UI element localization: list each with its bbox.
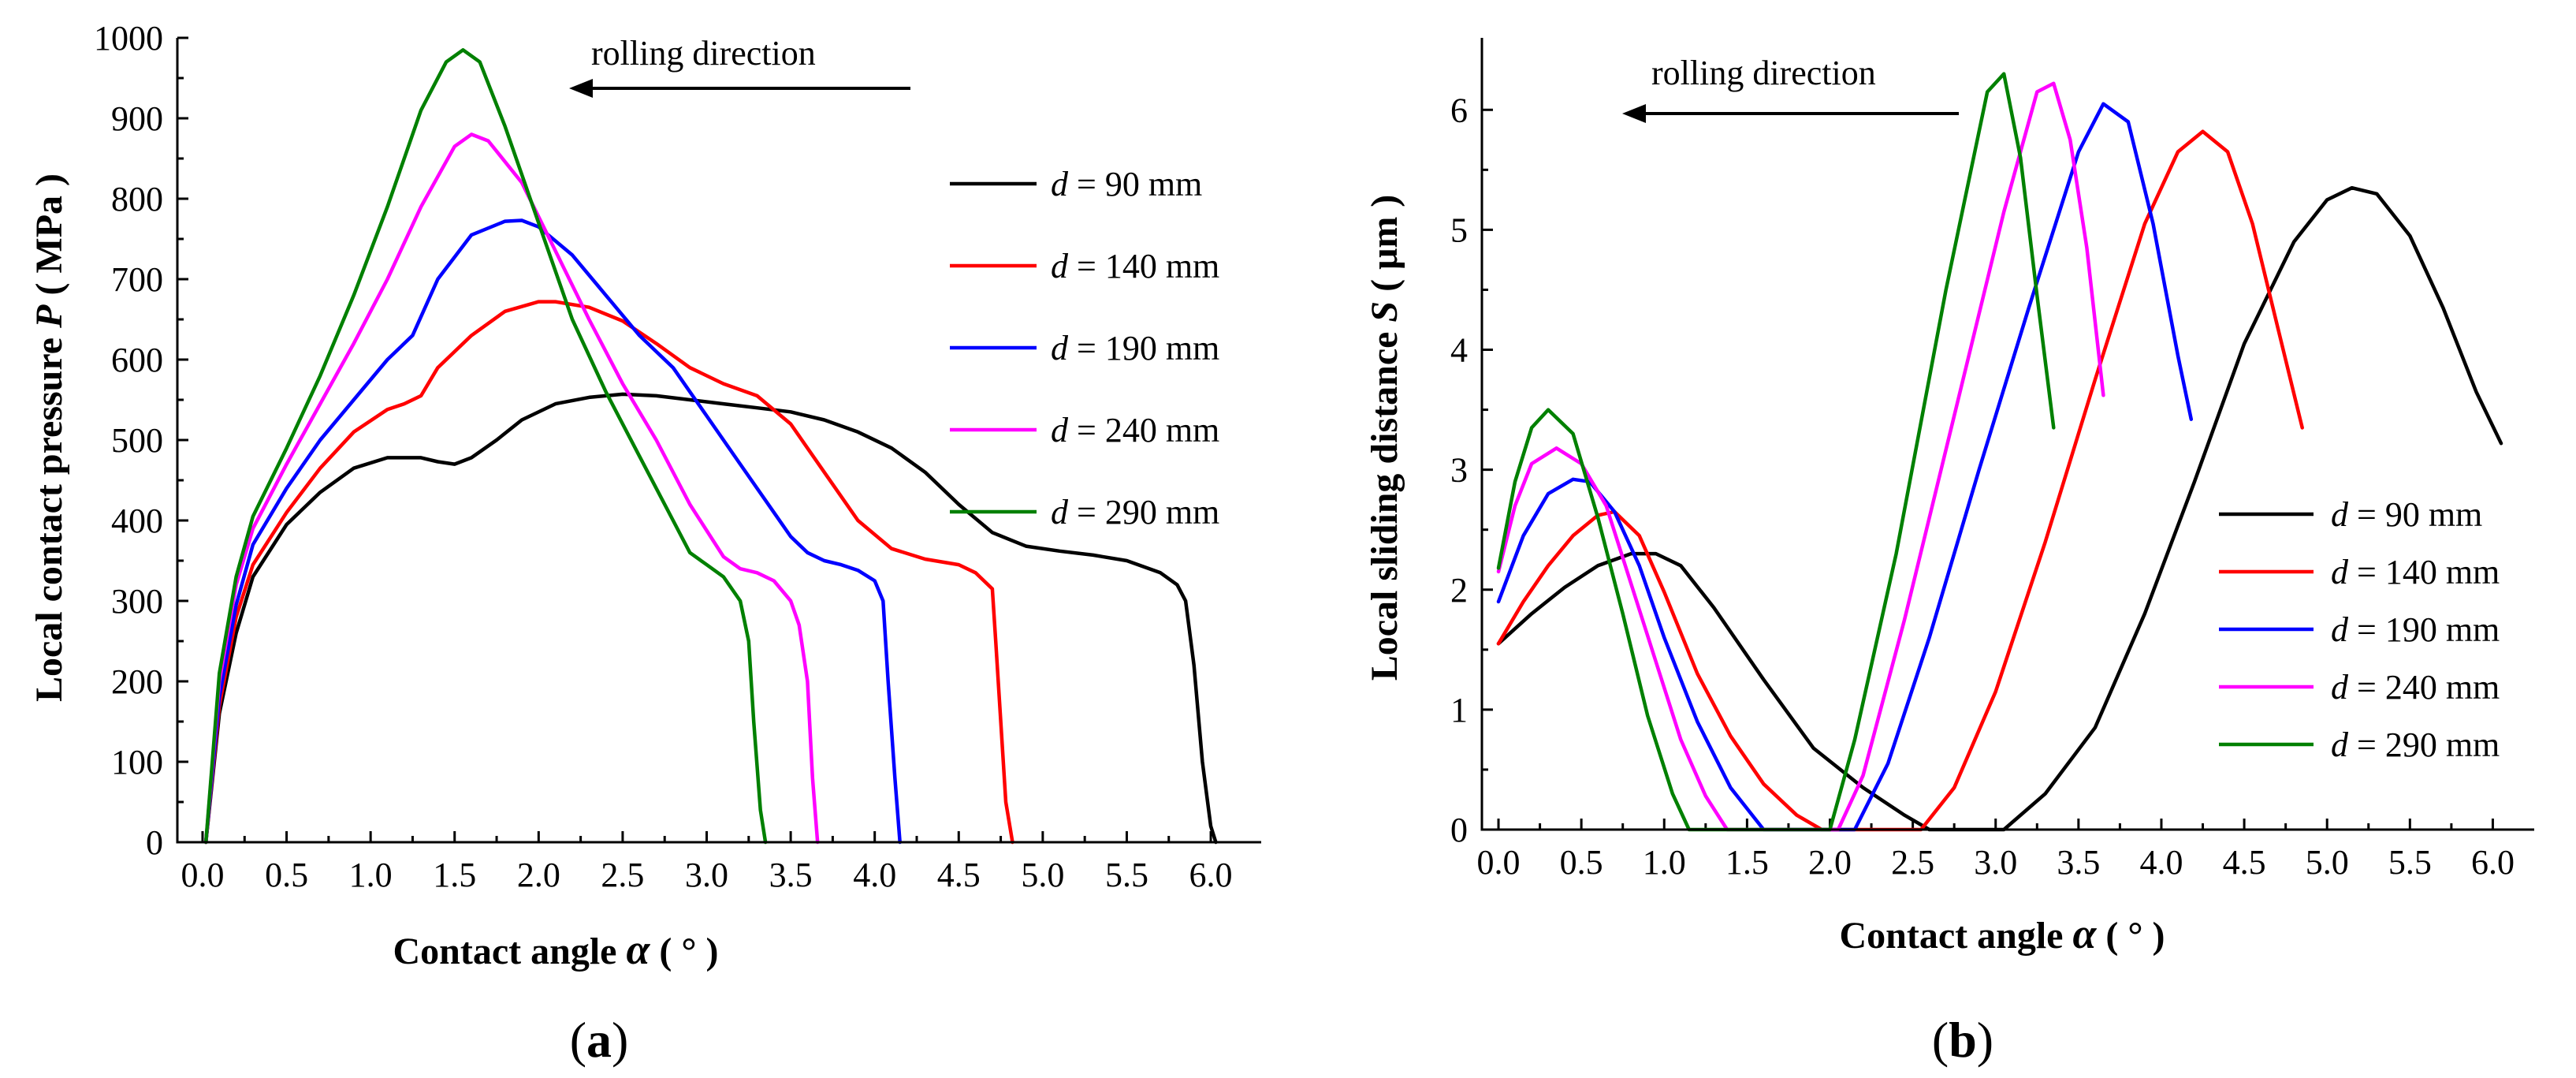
panel-b-x-tick-label: 0.5 — [1560, 843, 1603, 882]
panel-b-x-tick-label: 5.0 — [2306, 843, 2349, 882]
panel-a-y-tick-label: 500 — [111, 421, 163, 460]
panel-a-x-tick-label: 2.5 — [601, 856, 644, 894]
panel-b-x-tick-label: 4.0 — [2139, 843, 2183, 882]
chart-panel-a: 0.0 0.5 1.0 1.5 2.0 2.5 3.0 3.5 4.0 4.5 5.0 5.5 6.0 0… — [28, 19, 1261, 1068]
panel-a-tick-labels: 0.0 0.5 1.0 1.5 2.0 2.5 3.0 3.5 4.0 4.5 5.0 5.5 6.0 0… — [94, 19, 1233, 894]
panel-a-legend-label-1: d = 140 mm — [1051, 247, 1219, 285]
panel-b-y-tick-label: 5 — [1450, 211, 1468, 249]
panel-a-x-axis-title: Contact angle α ( ° ) — [393, 926, 718, 973]
panel-b-ticks — [1482, 108, 2494, 831]
panel-a-x-tick-label: 6.0 — [1189, 856, 1233, 894]
panel-b-x-tick-label: 1.0 — [1643, 843, 1686, 882]
panel-b-y-tick-label: 2 — [1450, 571, 1468, 610]
panel-a-y-tick-label: 100 — [111, 743, 163, 781]
panel-a-y-tick-label: 900 — [111, 99, 163, 138]
panel-b-series-line-4 — [1496, 72, 2056, 832]
panel-a-legend: d = 90 mm d = 140 mm d = 190 mm d = 240 mm d… — [950, 165, 1219, 532]
panel-b-x-axis-title: Contact angle α ( ° ) — [1839, 910, 2165, 957]
panel-a-y-axis-title: Local contact pressure P ( MPa ) — [28, 173, 70, 702]
panel-a-y-tick-label: 800 — [111, 180, 163, 218]
panel-a-x-tick-label: 2.0 — [517, 856, 560, 894]
panel-b-x-tick-label: 3.0 — [1974, 843, 2017, 882]
panel-b-y-tick-label: 1 — [1450, 691, 1468, 729]
panel-b-x-tick-label: 3.5 — [2057, 843, 2100, 882]
panel-b-x-tick-label: 1.5 — [1725, 843, 1769, 882]
panel-a-x-tick-label: 4.5 — [937, 856, 981, 894]
panel-b-series — [1496, 72, 2503, 832]
panel-b-legend: d = 90 mm d = 140 mm d = 190 mm d = 240 mm d… — [2219, 495, 2500, 764]
panel-a-series-line-0 — [203, 392, 1218, 845]
panel-a-legend-label-3: d = 240 mm — [1051, 411, 1219, 449]
panel-a-y-tick-label: 400 — [111, 502, 163, 540]
panel-a-y-tick-label: 700 — [111, 260, 163, 299]
panel-a-axes-frame — [176, 38, 1261, 844]
panel-a-x-tick-label: 3.5 — [769, 856, 813, 894]
panel-a-series-line-2 — [203, 218, 902, 845]
panel-a-x-tick-label: 1.0 — [349, 856, 393, 894]
panel-b-series-line-3 — [1496, 81, 2105, 832]
panel-b-legend-label-2: d = 190 mm — [2331, 610, 2500, 649]
panel-a-x-tick-label: 1.5 — [433, 856, 476, 894]
panel-b-x-tick-label: 2.5 — [1891, 843, 1934, 882]
panel-a-x-tick-label: 4.0 — [853, 856, 896, 894]
panel-a-series-line-3 — [203, 132, 820, 845]
panel-a-series-line-4 — [203, 48, 768, 845]
panel-b-label: (b) — [1932, 1012, 1993, 1068]
panel-a-y-tick-label: 600 — [111, 341, 163, 379]
panel-b-tick-labels: 0.0 0.5 1.0 1.5 2.0 2.5 3.0 3.5 4.0 4.5 5.0 5.5 6.0 0… — [1450, 91, 2515, 882]
panel-b-rolling-direction-arrow-head — [1622, 104, 1646, 123]
panel-a-legend-label-4: d = 290 mm — [1051, 493, 1219, 532]
chart-panel-b: 0.0 0.5 1.0 1.5 2.0 2.5 3.0 3.5 4.0 4.5 5.0 5.5 6.0 0… — [1364, 38, 2534, 1068]
panel-a-x-tick-label: 5.5 — [1105, 856, 1148, 894]
panel-b-legend-label-1: d = 140 mm — [2331, 553, 2500, 591]
panel-b-legend-label-4: d = 290 mm — [2331, 726, 2500, 764]
panel-b-rolling-direction-label: rolling direction — [1651, 54, 1876, 92]
panel-b-y-tick-label: 0 — [1450, 811, 1468, 849]
panel-b-series-line-2 — [1496, 102, 2194, 832]
panel-a-legend-label-0: d = 90 mm — [1051, 165, 1202, 203]
panel-a-x-tick-label: 0.0 — [181, 856, 224, 894]
panel-b-axes-frame — [1480, 38, 2534, 831]
panel-a-y-tick-label: 200 — [111, 662, 163, 701]
panel-a-x-tick-label: 3.0 — [685, 856, 728, 894]
panel-a-y-tick-label: 1000 — [94, 19, 163, 58]
panel-a-x-tick-label: 0.5 — [265, 856, 308, 894]
panel-a-y-tick-label: 300 — [111, 582, 163, 621]
panel-a-rolling-direction-annotation: rolling direction — [569, 34, 910, 98]
panel-b-legend-label-3: d = 240 mm — [2331, 668, 2500, 707]
panel-b-x-tick-label: 2.0 — [1808, 843, 1852, 882]
panel-a-x-tick-label: 5.0 — [1021, 856, 1064, 894]
panel-a-rolling-direction-arrow-head — [569, 79, 593, 98]
panel-b-x-tick-label: 5.5 — [2388, 843, 2432, 882]
panel-a-legend-label-2: d = 190 mm — [1051, 329, 1219, 367]
panel-b-y-tick-label: 6 — [1450, 91, 1468, 129]
panel-b-legend-label-0: d = 90 mm — [2331, 495, 2482, 534]
panel-a-rolling-direction-label: rolling direction — [591, 34, 816, 73]
panel-b-x-tick-label: 4.5 — [2223, 843, 2266, 882]
panel-a-series-line-1 — [203, 300, 1014, 845]
panel-b-y-axis-title: Local sliding distance S ( μm ) — [1364, 195, 1405, 681]
panel-a-label: (a) — [570, 1012, 629, 1068]
panel-a-ticks — [177, 36, 1212, 844]
panel-a-y-tick-label: 0 — [146, 823, 163, 862]
panel-b-rolling-direction-annotation: rolling direction — [1622, 54, 1959, 123]
panel-b-x-tick-label: 0.0 — [1477, 843, 1521, 882]
panel-b-x-tick-label: 6.0 — [2471, 843, 2515, 882]
panel-b-y-tick-label: 3 — [1450, 451, 1468, 490]
panel-a-series — [203, 48, 1218, 845]
panel-b-y-tick-label: 4 — [1450, 331, 1468, 370]
